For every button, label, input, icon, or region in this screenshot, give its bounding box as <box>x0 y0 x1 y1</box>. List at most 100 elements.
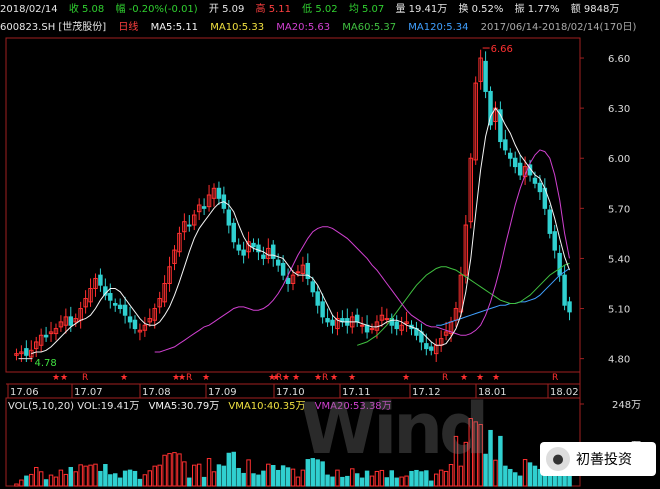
quote-low: 低 5.02 <box>302 4 338 15</box>
candle-body <box>157 298 162 308</box>
stock-code[interactable]: 600823.SH [世茂股份] <box>0 22 107 33</box>
event-marker: ★ <box>292 373 300 383</box>
candle-body <box>508 152 513 159</box>
volume-bar <box>532 465 538 487</box>
price-tick-label: 5.40 <box>608 254 630 265</box>
volume-tick-label: 248万 <box>612 400 641 411</box>
candle-body <box>142 324 148 331</box>
candle-body <box>537 182 543 193</box>
volume-bar <box>58 469 64 487</box>
price-tick-label: 4.80 <box>608 355 630 366</box>
volume-bar <box>48 474 54 487</box>
candle-body <box>211 187 217 199</box>
volume-bar <box>429 480 434 487</box>
volume-bar <box>192 464 197 487</box>
volume-bar <box>271 465 276 487</box>
min-price-label: 4.78 <box>34 358 56 369</box>
quote-turnover: 换 0.52% <box>458 4 504 15</box>
event-marker: ★ <box>202 373 210 383</box>
candle-body <box>325 318 330 323</box>
candle-body <box>512 157 518 168</box>
event-marker: R <box>276 373 282 383</box>
volume-bar <box>537 468 543 487</box>
volume-bar <box>157 464 162 487</box>
volume-bar <box>310 458 315 487</box>
candle-body <box>310 281 315 293</box>
candle-body <box>152 308 157 321</box>
volume-bar <box>172 452 177 487</box>
event-marker: ★ <box>282 373 290 383</box>
event-marker: ★ <box>268 373 276 383</box>
candle-body <box>458 274 464 313</box>
quote-avg: 均 5.07 <box>348 4 385 15</box>
event-marker: ★ <box>172 373 180 383</box>
volume-bar <box>201 476 207 487</box>
volume-bar <box>458 465 464 487</box>
volume-bar <box>399 476 404 487</box>
candle-body <box>547 209 553 234</box>
candle-body <box>113 303 118 306</box>
volume-bar <box>93 463 98 487</box>
volume-bar <box>231 451 236 487</box>
candle-body <box>498 109 503 143</box>
candle-body <box>43 334 49 338</box>
volume-bar <box>330 476 335 487</box>
quote-date: 2018/02/14 <box>0 4 58 15</box>
candle-body <box>182 221 187 233</box>
ma20-label: MA20:5.63 <box>276 22 331 33</box>
period-label[interactable]: 日线 <box>118 22 139 33</box>
volume-bar <box>453 435 459 487</box>
candle-body <box>98 274 103 286</box>
candle-body <box>478 57 483 82</box>
volume-bar <box>300 469 306 487</box>
candle-body <box>473 82 478 161</box>
volume-bar <box>206 458 212 487</box>
volume-bar <box>261 470 266 487</box>
candle-body <box>122 304 128 316</box>
candle-body <box>14 353 19 356</box>
volume-bar <box>73 471 78 487</box>
candle-body <box>517 162 523 176</box>
candle-body <box>379 314 385 321</box>
volume-bar <box>256 474 261 487</box>
volume-bar <box>117 477 123 487</box>
candle-body <box>503 139 508 151</box>
volume-bar <box>246 459 251 487</box>
ma60-label: MA60:5.37 <box>342 22 397 33</box>
volume-bar <box>404 475 409 487</box>
date-tick-label: 17.07 <box>74 387 103 398</box>
volume-bar <box>414 469 419 487</box>
volume-bar <box>547 475 553 487</box>
candle-body <box>127 316 133 323</box>
quote-change: 幅 -0.20%(-0.01) <box>115 4 198 15</box>
candle-body <box>29 349 34 358</box>
volume-bar <box>68 466 74 487</box>
candle-body <box>137 329 143 333</box>
volume-bar <box>211 471 217 487</box>
candle-body <box>359 324 365 327</box>
candle-body <box>394 321 399 330</box>
volume-bar <box>295 476 301 487</box>
candle-body <box>330 319 335 326</box>
event-marker: ★ <box>60 373 68 383</box>
volume-bar <box>359 477 365 487</box>
candle-body <box>216 187 222 199</box>
date-tick-label: 18.01 <box>478 387 507 398</box>
candle-body <box>399 324 404 331</box>
volume-bar <box>88 464 93 487</box>
ma5-line <box>31 107 570 355</box>
vol-label: VOL(5,10,20) VOL:19.41万 <box>8 401 140 412</box>
price-tick-label: 6.60 <box>608 54 630 65</box>
candle-body <box>429 346 434 351</box>
volume-bar <box>424 470 429 487</box>
quote-amplitude: 振 1.77% <box>514 4 560 15</box>
candle-body <box>53 328 59 335</box>
volume-bar <box>83 465 88 487</box>
candle-body <box>103 286 108 296</box>
volume-bar <box>285 467 291 487</box>
volume-bar <box>419 471 424 487</box>
candle-body <box>196 204 202 213</box>
candle-body <box>305 262 311 279</box>
candle-body <box>201 206 207 209</box>
